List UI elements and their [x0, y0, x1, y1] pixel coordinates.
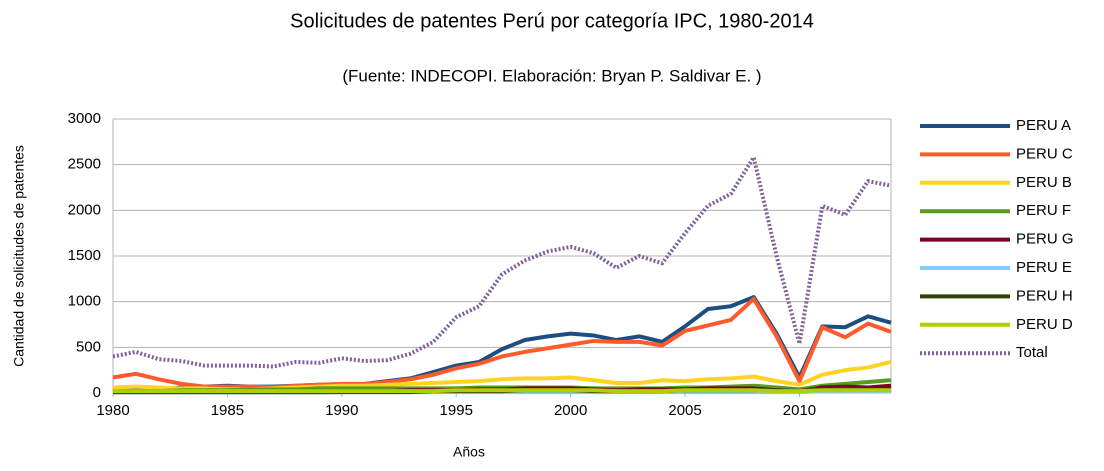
legend-label: Total: [1016, 344, 1048, 361]
x-tick-label: 1995: [440, 402, 473, 419]
x-tick-label: 2010: [783, 402, 816, 419]
legend-label: PERU G: [1016, 231, 1074, 248]
x-tick-label: 1990: [325, 402, 358, 419]
y-tick-label: 3000: [68, 110, 101, 127]
series-line: [113, 295, 892, 392]
x-tick-label: 1980: [96, 402, 129, 419]
chart-subtitle: (Fuente: INDECOPI. Elaboración: Bryan P.…: [342, 66, 761, 85]
legend-label: PERU C: [1016, 145, 1073, 162]
y-tick-label: 0: [93, 384, 101, 401]
x-tick-label: 2000: [554, 402, 587, 419]
y-tick-label: 1500: [68, 247, 101, 264]
series-line: [112, 155, 892, 369]
y-tick-label: 2500: [68, 156, 101, 173]
legend-label: PERU B: [1016, 174, 1072, 191]
x-axis-title: Años: [453, 444, 485, 460]
legend-label: PERU D: [1016, 316, 1073, 333]
legend-label: PERU F: [1016, 202, 1071, 219]
x-tick-label: 1985: [211, 402, 244, 419]
legend-label: PERU H: [1016, 287, 1073, 304]
y-tick-label: 1000: [68, 293, 101, 310]
y-tick-label: 2000: [68, 201, 101, 218]
legend-label: PERU E: [1016, 259, 1072, 276]
series-line: [112, 296, 892, 390]
legend-label: PERU A: [1016, 117, 1071, 134]
chart-title: Solicitudes de patentes Perú por categor…: [290, 10, 814, 32]
x-tick-label: 2005: [668, 402, 701, 419]
series-line: [113, 388, 891, 394]
y-axis-title: Cantidad de solicitudes de patentes: [11, 145, 27, 367]
y-tick-label: 500: [76, 338, 101, 355]
